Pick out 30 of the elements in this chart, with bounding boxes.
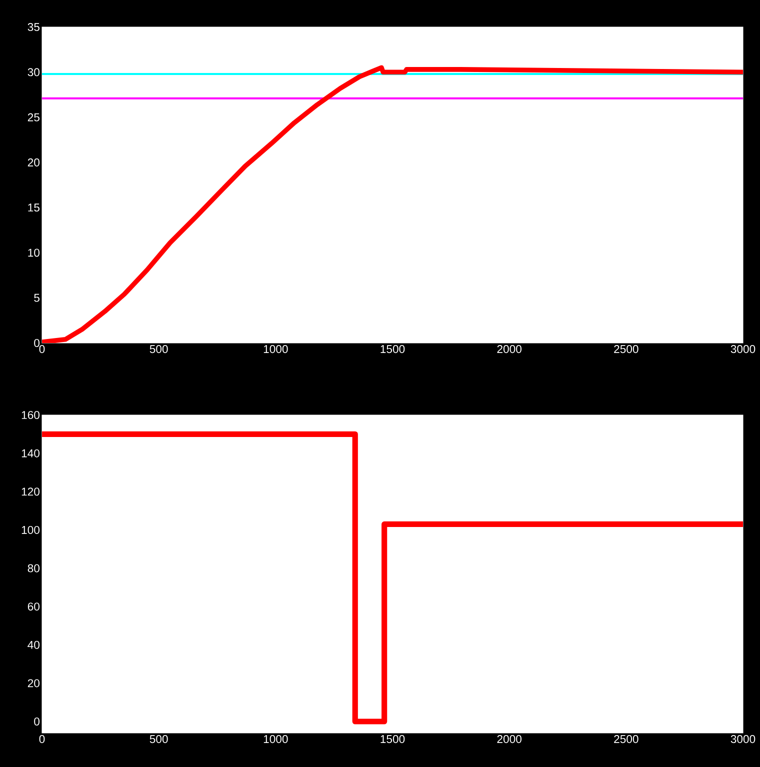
y-tick-label: 60 — [28, 602, 40, 611]
x-tick-label: 2500 — [614, 345, 638, 354]
x-tick-label: 2000 — [497, 735, 522, 744]
y-tick-label: 25 — [28, 113, 40, 122]
y-tick-label: 100 — [22, 526, 40, 534]
y-tick-label: 80 — [28, 564, 40, 572]
y-tick-label: 10 — [28, 248, 40, 257]
x-tick-label: 500 — [150, 345, 168, 354]
x-tick-label: 1500 — [380, 345, 405, 354]
y-tick-label: 35 — [28, 23, 40, 32]
y-tick-label: 160 — [22, 411, 40, 420]
y-tick-label: 40 — [28, 640, 40, 649]
y-tick-label: 0 — [34, 339, 40, 348]
x-tick-label: 1500 — [380, 735, 405, 744]
y-tick-label: 0 — [34, 718, 40, 726]
x-tick-label: 3000 — [730, 735, 756, 744]
y-tick-label: 15 — [28, 204, 40, 212]
y-tick-label: 30 — [28, 68, 40, 76]
x-tick-label: 1000 — [264, 735, 288, 744]
x-tick-label: 500 — [150, 735, 168, 744]
x-tick-label: 1000 — [264, 345, 288, 354]
x-tick-label: 2500 — [614, 735, 638, 744]
y-tick-label: 140 — [22, 449, 40, 458]
y-tick-label: 20 — [28, 158, 40, 166]
line-series — [42, 65, 743, 344]
y-tick-label: 5 — [34, 294, 40, 302]
y-tick-label: 20 — [28, 679, 40, 688]
y-tick-label: 120 — [22, 488, 40, 496]
x-tick-label: 3000 — [730, 345, 756, 354]
x-tick-label: 2000 — [497, 345, 522, 354]
